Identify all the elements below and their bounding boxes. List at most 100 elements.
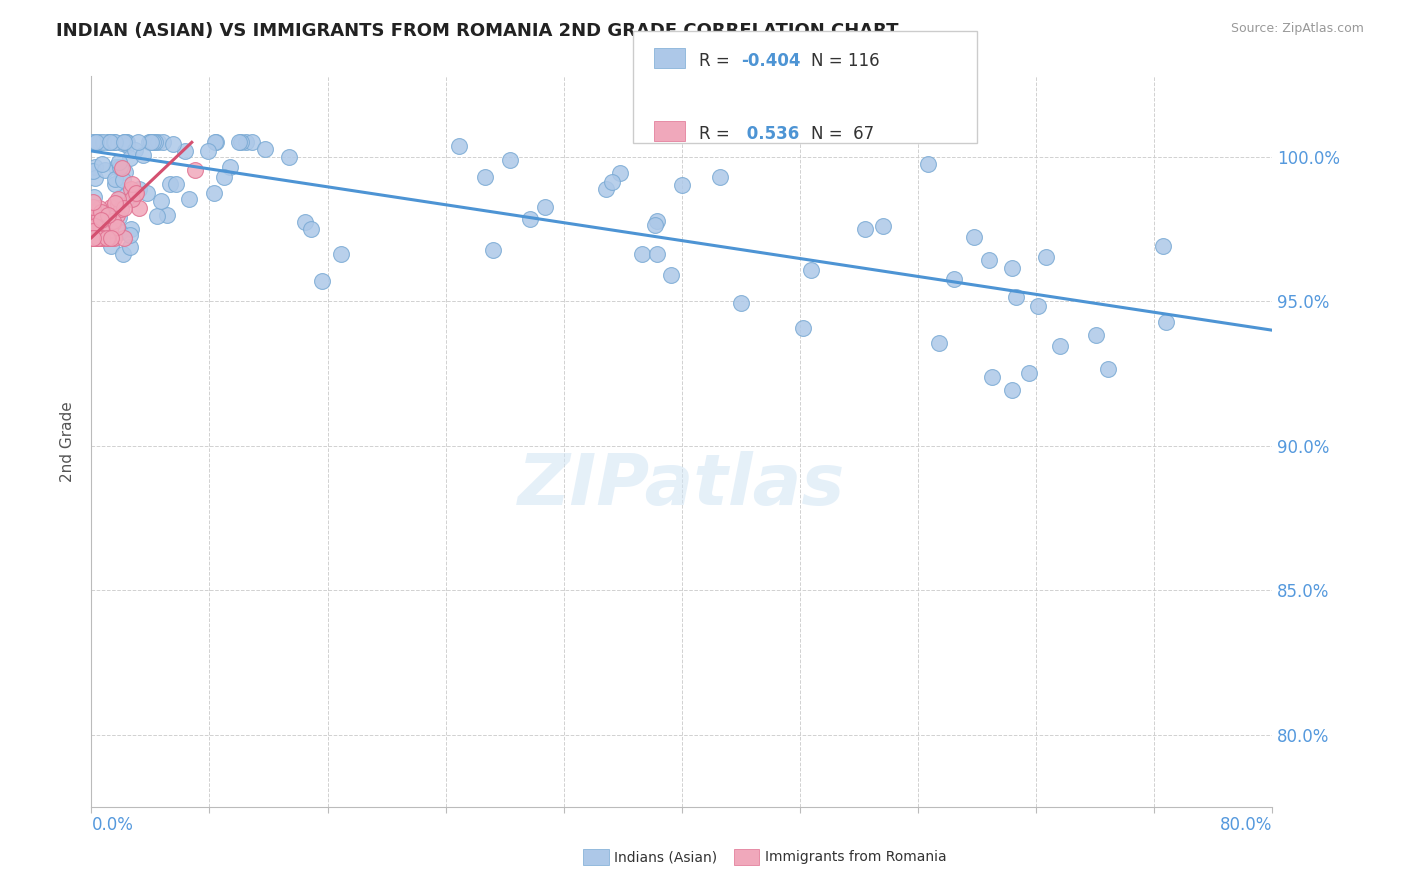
Point [87,136,110,150]
Point [82,136,104,150]
Point [121,191,143,205]
Point [855,221,877,235]
Point [942,272,965,286]
Point [87,210,110,224]
Point [800,263,823,277]
Point [671,178,693,193]
Point [118,240,141,254]
Point [174,144,197,158]
Point [111,247,134,261]
Point [482,243,505,257]
Point [253,142,276,156]
Point [90,219,112,234]
Point [87,201,110,215]
Point [1018,367,1040,381]
Point [139,136,162,150]
Point [103,214,125,228]
Point [499,153,522,167]
Point [1152,239,1174,253]
Point [104,136,127,150]
Point [111,161,134,176]
Text: 80.0%: 80.0% [1220,816,1272,834]
Point [121,178,143,192]
Point [104,196,127,211]
Point [1005,290,1028,304]
Text: -0.404: -0.404 [741,52,800,70]
Point [183,163,207,178]
Point [231,136,253,150]
Point [82,231,104,245]
Point [630,247,652,261]
Point [83,190,105,204]
Point [112,201,135,215]
Point [82,205,104,219]
Text: Source: ZipAtlas.com: Source: ZipAtlas.com [1230,22,1364,36]
Point [86,231,108,245]
Point [146,136,169,150]
Point [104,171,127,186]
Point [108,210,131,224]
Point [82,231,104,245]
Point [235,136,257,150]
Point [100,231,122,245]
Point [90,225,112,239]
Point [977,252,1000,267]
Point [156,208,179,222]
Point [100,136,122,150]
Point [108,155,131,169]
Point [128,201,150,215]
Point [294,215,316,229]
Point [82,231,104,245]
Point [142,136,165,150]
Point [644,218,666,232]
Point [135,186,157,201]
Text: N =  67: N = 67 [811,125,875,143]
Text: 0.536: 0.536 [741,125,799,143]
Point [101,216,124,230]
Point [96,231,118,245]
Text: N = 116: N = 116 [811,52,880,70]
Point [112,136,135,150]
Text: R =: R = [699,125,735,143]
Point [449,138,471,153]
Point [107,193,129,207]
Point [240,136,263,150]
Point [162,137,184,152]
Point [82,231,104,245]
Text: INDIAN (ASIAN) VS IMMIGRANTS FROM ROMANIA 2ND GRADE CORRELATION CHART: INDIAN (ASIAN) VS IMMIGRANTS FROM ROMANI… [56,22,898,40]
Point [212,169,235,184]
Point [84,231,107,245]
Point [120,182,142,196]
Point [84,219,107,233]
Point [115,136,138,150]
Point [165,178,187,192]
Point [108,225,131,239]
Point [91,136,114,150]
Point [127,136,149,150]
Point [86,231,108,245]
Text: Immigrants from Romania: Immigrants from Romania [765,850,946,864]
Point [981,370,1004,384]
Point [84,136,107,150]
Text: ZIPatlas: ZIPatlas [519,451,845,520]
Point [139,136,162,150]
Point [311,274,333,288]
Point [659,268,682,283]
Point [82,231,104,245]
Point [90,205,112,219]
Point [792,320,814,334]
Point [1026,299,1049,313]
Point [83,211,105,226]
Point [105,160,128,174]
Point [204,136,226,150]
Point [104,177,127,191]
Point [83,226,105,240]
Point [112,231,135,245]
Point [94,214,117,228]
Point [1156,315,1178,329]
Point [82,231,104,245]
Point [519,212,541,227]
Point [112,136,135,150]
Point [872,219,894,234]
Point [115,138,138,153]
